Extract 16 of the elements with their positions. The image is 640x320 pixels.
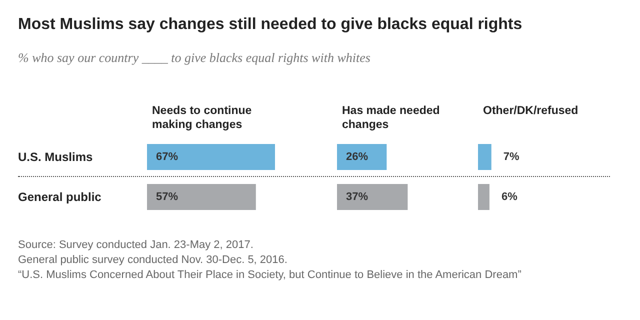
chart-subtitle: % who say our country ____ to give blacks equal rights with whites [18,50,370,66]
data-label: 26% [346,151,368,163]
series-label: Needs to continue making changes [152,105,255,131]
chart-title: Most Muslims say changes still needed to give blacks equal rights [18,16,522,34]
data-label: 6% [501,191,518,203]
data-label: 7% [503,151,520,163]
series-label: Has made needed changes [342,105,443,131]
text: Other/DK/refused [483,105,578,117]
y-tick-label: General public [18,190,102,204]
text: General public survey conducted Nov. 30-Dec. 5, 2016. [18,253,288,268]
text: “U.S. Muslims Concerned About Their Place in Society, but Continue to Believe in the American Dream” [18,268,522,283]
data-label: 67% [156,151,178,163]
y-tick-label: U.S. Muslims [18,150,94,164]
data-label: 57% [156,191,178,203]
source-note: Source: Survey conducted Jan. 23-May 2, 2017. [18,238,254,253]
data-label: 37% [346,191,368,203]
